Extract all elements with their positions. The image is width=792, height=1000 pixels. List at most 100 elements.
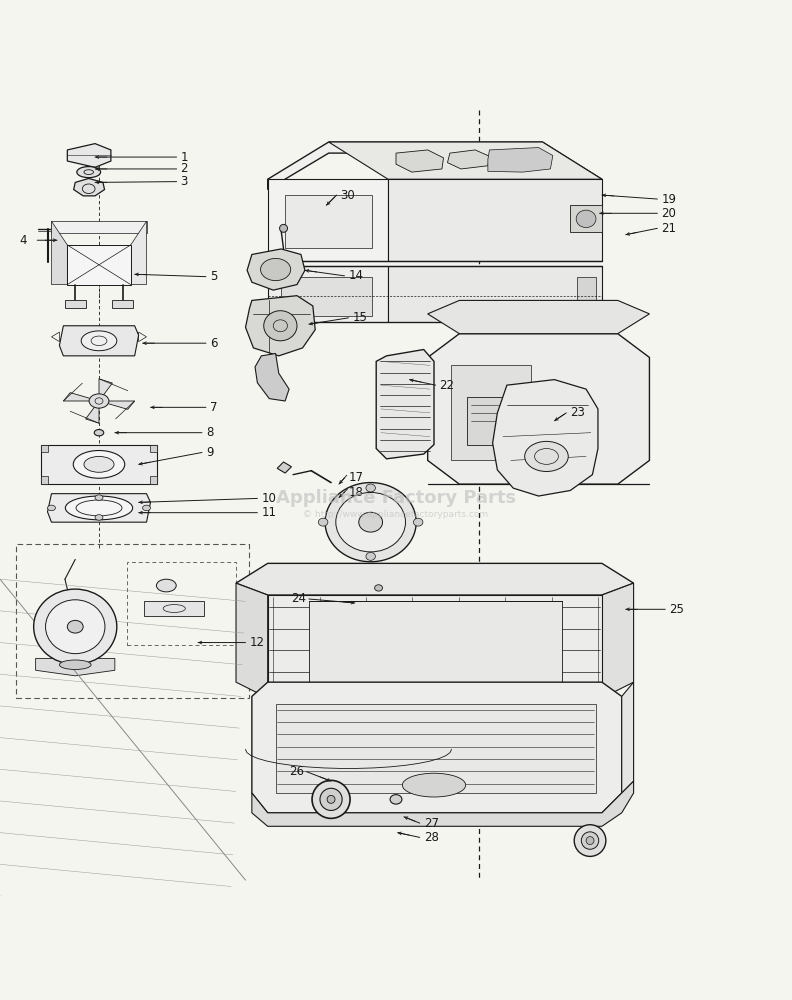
Text: 11: 11: [261, 506, 276, 519]
Ellipse shape: [402, 773, 466, 797]
Text: 25: 25: [669, 603, 684, 616]
Polygon shape: [252, 682, 622, 813]
Text: 26: 26: [289, 765, 304, 778]
Ellipse shape: [413, 518, 423, 526]
Ellipse shape: [67, 620, 83, 633]
Text: 14: 14: [348, 269, 364, 282]
Text: © http://www.appliancefactoryparts.com: © http://www.appliancefactoryparts.com: [303, 510, 489, 519]
Ellipse shape: [318, 518, 328, 526]
Text: 15: 15: [352, 311, 367, 324]
Ellipse shape: [326, 483, 417, 562]
Polygon shape: [41, 445, 157, 484]
Text: 4: 4: [20, 234, 27, 247]
Ellipse shape: [65, 496, 132, 520]
Polygon shape: [285, 195, 372, 248]
Polygon shape: [65, 300, 86, 308]
Ellipse shape: [73, 451, 125, 478]
Ellipse shape: [327, 795, 335, 803]
Text: Appliance Factory Parts: Appliance Factory Parts: [276, 489, 516, 507]
Text: 28: 28: [424, 831, 439, 844]
Text: 17: 17: [348, 471, 364, 484]
Bar: [16, 544, 249, 698]
Ellipse shape: [94, 430, 104, 436]
Bar: [127, 562, 236, 645]
Polygon shape: [246, 296, 315, 356]
Polygon shape: [277, 462, 291, 473]
Polygon shape: [41, 445, 48, 452]
Polygon shape: [99, 379, 112, 401]
Polygon shape: [577, 277, 596, 316]
Polygon shape: [268, 179, 388, 261]
Ellipse shape: [77, 167, 101, 178]
Text: 6: 6: [210, 337, 217, 350]
Ellipse shape: [95, 515, 103, 520]
Ellipse shape: [34, 589, 117, 664]
Ellipse shape: [48, 505, 55, 511]
Text: 10: 10: [261, 492, 276, 505]
Polygon shape: [329, 142, 602, 179]
Polygon shape: [376, 350, 434, 459]
Polygon shape: [388, 179, 602, 261]
Polygon shape: [428, 300, 649, 334]
Text: 23: 23: [570, 406, 585, 419]
Polygon shape: [131, 221, 147, 285]
Ellipse shape: [359, 512, 383, 532]
Polygon shape: [268, 266, 388, 322]
Ellipse shape: [574, 825, 606, 856]
Ellipse shape: [320, 788, 342, 810]
Text: 12: 12: [249, 636, 265, 649]
Polygon shape: [67, 144, 111, 167]
Text: 22: 22: [440, 379, 455, 392]
Ellipse shape: [261, 258, 291, 281]
Ellipse shape: [264, 311, 297, 341]
Ellipse shape: [280, 224, 287, 232]
Polygon shape: [112, 300, 133, 308]
Ellipse shape: [95, 495, 103, 500]
Polygon shape: [602, 583, 634, 698]
Text: 8: 8: [206, 426, 213, 439]
Polygon shape: [63, 393, 99, 401]
Polygon shape: [51, 221, 67, 285]
Polygon shape: [150, 476, 157, 484]
Polygon shape: [428, 334, 649, 484]
Ellipse shape: [390, 795, 402, 804]
Polygon shape: [467, 397, 523, 445]
Polygon shape: [451, 365, 531, 460]
Polygon shape: [99, 401, 135, 409]
Polygon shape: [488, 148, 553, 172]
Text: 21: 21: [661, 222, 676, 235]
Polygon shape: [570, 205, 602, 232]
Polygon shape: [74, 178, 105, 196]
Polygon shape: [268, 142, 602, 190]
Ellipse shape: [46, 600, 105, 654]
Polygon shape: [236, 563, 634, 595]
Ellipse shape: [143, 505, 150, 511]
Polygon shape: [309, 601, 562, 688]
Text: 9: 9: [206, 446, 213, 459]
Text: 19: 19: [661, 193, 676, 206]
Polygon shape: [252, 781, 634, 826]
Ellipse shape: [312, 780, 350, 818]
Text: 27: 27: [424, 817, 439, 830]
Ellipse shape: [375, 585, 383, 591]
Polygon shape: [67, 245, 131, 285]
Ellipse shape: [524, 441, 568, 471]
Ellipse shape: [336, 492, 406, 552]
Ellipse shape: [89, 394, 109, 408]
Ellipse shape: [84, 456, 114, 472]
Polygon shape: [493, 380, 598, 496]
Polygon shape: [622, 682, 634, 793]
Polygon shape: [86, 401, 99, 423]
Polygon shape: [59, 326, 139, 356]
Ellipse shape: [576, 210, 596, 228]
Ellipse shape: [81, 331, 117, 351]
Text: 1: 1: [181, 151, 188, 164]
Polygon shape: [247, 249, 305, 290]
Ellipse shape: [156, 579, 176, 592]
Polygon shape: [36, 658, 115, 676]
Polygon shape: [236, 583, 268, 698]
Polygon shape: [388, 266, 602, 322]
Polygon shape: [144, 601, 204, 616]
Ellipse shape: [581, 832, 599, 849]
Text: 20: 20: [661, 207, 676, 220]
